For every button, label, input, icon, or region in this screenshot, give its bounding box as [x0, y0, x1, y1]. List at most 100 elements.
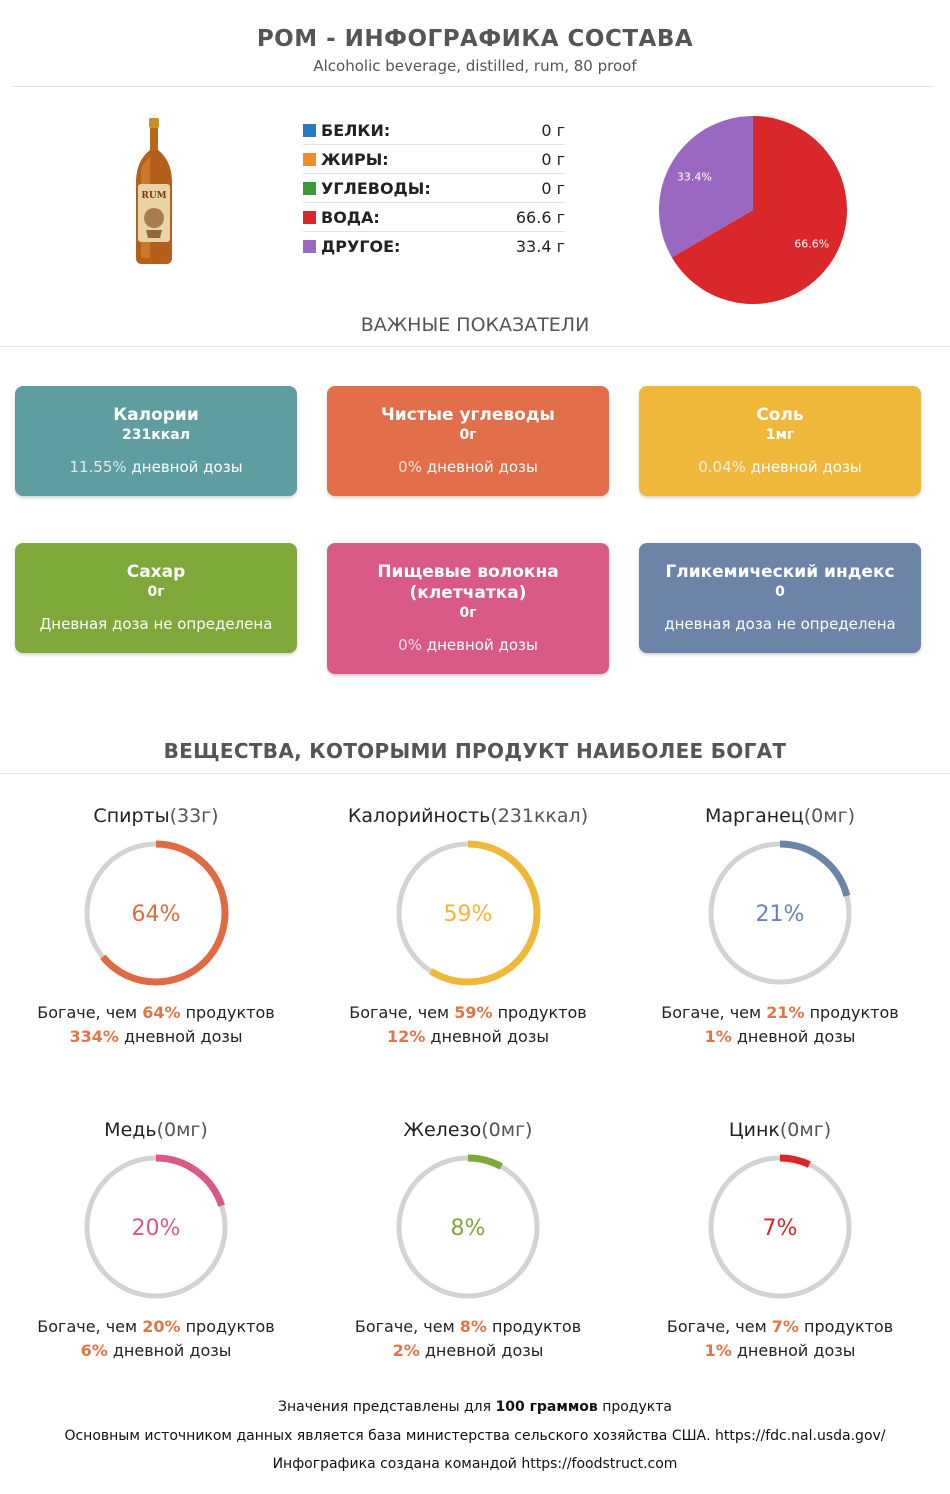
card-fiber: Пищевые волокна (клетчатка) 0г 0% дневно…	[327, 543, 609, 674]
card-daily: 0.04% дневной дозы	[698, 458, 862, 476]
ring-percent-label: 20%	[132, 1216, 181, 1241]
richer-than-text: Богаче, чем 20% продуктов	[37, 1317, 275, 1336]
nutrient-block: Железо(0мг) 8% Богаче, чем 8% продуктов 2% …	[318, 1117, 618, 1360]
card-title: Гликемический индекс	[665, 562, 895, 582]
nutrient-block: Марганец(0мг) 21% Богаче, чем 21% продукто…	[630, 803, 930, 1046]
macros-table: БЕЛКИ: 0 г ЖИРЫ: 0 г УГЛЕВОДЫ: 0 г ВОДА:…	[303, 116, 565, 260]
key-indicators-title: ВАЖНЫЕ ПОКАЗАТЕЛИ	[360, 314, 590, 336]
nutrient-heading: Марганец(0мг)	[704, 805, 855, 827]
card-title: Пищевые волокна (клетчатка)	[377, 562, 559, 603]
ring-progress	[83, 1154, 229, 1300]
richer-than-text: Богаче, чем 8% продуктов	[354, 1317, 582, 1336]
section1-divider	[0, 346, 950, 347]
header-divider	[12, 86, 934, 87]
pie-slice-label: 66.6%	[794, 238, 829, 251]
water-swatch	[303, 210, 316, 224]
card-calories: Калории 231ккал 11.55% дневной дозы	[15, 386, 297, 496]
ring-percent-label: 64%	[132, 902, 181, 927]
nutrient-block: Цинк(0мг) 7% Богаче, чем 7% продуктов 1% дн…	[630, 1117, 930, 1360]
macro-value: 66.6 г	[515, 207, 565, 227]
card-value: 1мг	[765, 427, 795, 443]
nutrient-heading: Цинк(0мг)	[728, 1119, 832, 1141]
card-value: 0г	[459, 427, 477, 443]
card-value: 0г	[147, 584, 165, 600]
pie-slice	[659, 116, 753, 258]
ring-progress	[707, 840, 853, 986]
richer-than-text: Богаче, чем 7% продуктов	[666, 1317, 894, 1336]
card-value: 0	[775, 584, 785, 600]
section2-divider	[0, 773, 950, 774]
ring-progress	[395, 840, 541, 986]
daily-dose-text: 2% дневной дозы	[392, 1341, 544, 1360]
card-title: Калории	[113, 405, 199, 425]
nutrient-ring: 64%	[83, 840, 229, 986]
macro-row-other: ДРУГОЕ: 33.4 г	[303, 232, 565, 260]
daily-dose-text: 1% дневной дозы	[704, 1027, 856, 1046]
fat-swatch	[303, 152, 316, 166]
card-glycemic-index: Гликемический индекс 0 дневная доза не о…	[639, 543, 921, 653]
ring-percent-label: 59%	[444, 902, 493, 927]
macro-row-protein: БЕЛКИ: 0 г	[303, 116, 565, 145]
macro-name: УГЛЕВОДЫ:	[321, 178, 431, 198]
bottle-label-text: RUM	[141, 191, 166, 201]
page-title: РОМ - ИНФОГРАФИКА СОСТАВА	[256, 26, 694, 52]
nutrient-block: Калорийность(231ккал) 59% Богаче, чем 59% …	[318, 803, 618, 1046]
nutrient-ring: 20%	[83, 1154, 229, 1300]
nutrient-heading: Спирты(33г)	[93, 805, 219, 827]
nutrient-ring: 7%	[707, 1154, 853, 1300]
protein-swatch	[303, 123, 316, 137]
richer-than-text: Богаче, чем 59% продуктов	[349, 1003, 587, 1022]
daily-dose-text: 12% дневной дозы	[387, 1027, 549, 1046]
footer-serving-note: Значения представлены для 100 граммов пр…	[278, 1399, 672, 1415]
card-sugar: Сахар 0г Дневная доза не определена	[15, 543, 297, 653]
page-subtitle: Alcoholic beverage, distilled, rum, 80 p…	[313, 57, 637, 75]
macro-row-carbs: УГЛЕВОДЫ: 0 г	[303, 174, 565, 203]
nutrient-ring: 59%	[395, 840, 541, 986]
composition-pie-chart: 66.6% 33.4%	[659, 116, 847, 304]
carbs-swatch	[303, 181, 316, 195]
macro-value: 0 г	[541, 120, 565, 140]
card-daily: 0% дневной дозы	[398, 636, 538, 654]
nutrient-block: Спирты(33г) 64% Богаче, чем 64% продуктов 3…	[6, 803, 306, 1046]
ring-percent-label: 7%	[763, 1216, 798, 1241]
nutrient-ring: 21%	[707, 840, 853, 986]
macro-value: 33.4 г	[515, 236, 565, 256]
card-value: 231ккал	[122, 427, 190, 443]
macro-name: БЕЛКИ:	[321, 120, 391, 140]
card-title: Сахар	[126, 562, 186, 582]
card-value: 0г	[459, 605, 477, 621]
ring-percent-label: 8%	[451, 1216, 486, 1241]
richest-nutrients-title: ВЕЩЕСТВА, КОТОРЫМИ ПРОДУКТ НАИБОЛЕЕ БОГА…	[163, 739, 787, 763]
richer-than-text: Богаче, чем 21% продуктов	[661, 1003, 899, 1022]
card-daily: 11.55% дневной дозы	[69, 458, 243, 476]
footer-source: Основным источником данных является база…	[64, 1428, 886, 1444]
card-title: Соль	[756, 405, 804, 425]
rum-bottle-image: RUM	[136, 118, 172, 264]
ring-progress	[395, 1154, 541, 1300]
ring-percent-label: 21%	[756, 902, 805, 927]
card-salt: Соль 1мг 0.04% дневной дозы	[639, 386, 921, 496]
richer-than-text: Богаче, чем 64% продуктов	[37, 1003, 275, 1022]
card-daily: 0% дневной дозы	[398, 458, 538, 476]
macro-row-water: ВОДА: 66.6 г	[303, 203, 565, 232]
nutrient-ring: 8%	[395, 1154, 541, 1300]
daily-dose-text: 334% дневной дозы	[69, 1027, 243, 1046]
card-net-carbs: Чистые углеводы 0г 0% дневной дозы	[327, 386, 609, 496]
macro-value: 0 г	[541, 149, 565, 169]
pie-slice	[671, 116, 847, 304]
pie-slice-label: 33.4%	[677, 170, 712, 183]
daily-dose-text: 6% дневной дозы	[80, 1341, 232, 1360]
nutrient-block: Медь(0мг) 20% Богаче, чем 20% продуктов 6% …	[6, 1117, 306, 1360]
daily-dose-text: 1% дневной дозы	[704, 1341, 856, 1360]
footer-credits: Инфографика создана командой https://foo…	[272, 1456, 678, 1472]
card-title: Чистые углеводы	[381, 405, 555, 425]
nutrient-heading: Калорийность(231ккал)	[347, 805, 589, 827]
other-swatch	[303, 239, 316, 253]
nutrient-heading: Железо(0мг)	[403, 1119, 533, 1141]
macro-row-fat: ЖИРЫ: 0 г	[303, 145, 565, 174]
card-daily: дневная доза не определена	[664, 615, 896, 633]
ring-progress	[707, 1154, 853, 1300]
macro-name: ВОДА:	[321, 207, 380, 227]
macro-name: ЖИРЫ:	[321, 149, 389, 169]
macro-value: 0 г	[541, 178, 565, 198]
